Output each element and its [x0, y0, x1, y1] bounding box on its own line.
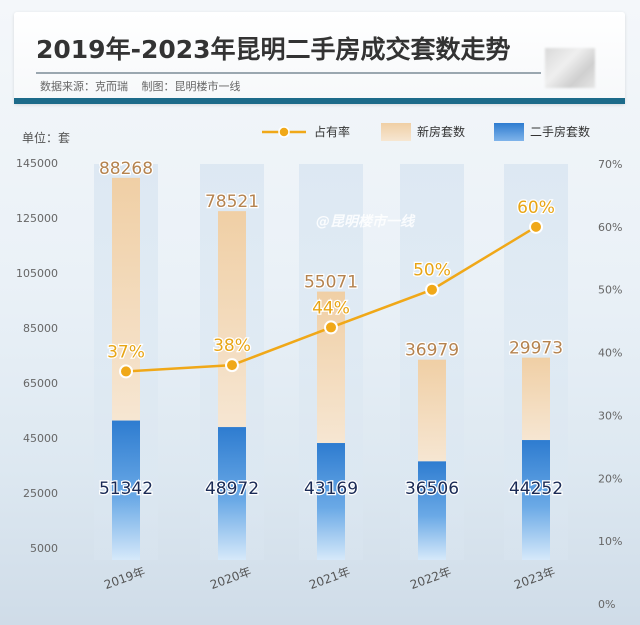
title-card: [14, 12, 625, 104]
rate-label: 50%: [413, 261, 451, 281]
bar-second-2022年: [418, 461, 446, 560]
blurred-logo: [545, 48, 595, 88]
new-value-label: 36979: [405, 341, 459, 361]
x-tick-label: 2022年: [408, 564, 453, 592]
unit-label: 单位：套: [22, 130, 70, 145]
legend-new-swatch: [381, 123, 411, 141]
y2-tick-label: 50%: [598, 284, 622, 297]
second-value-label: 51342: [99, 479, 153, 499]
legend-new-label: 新房套数: [417, 124, 465, 139]
y2-tick-label: 0%: [598, 598, 615, 611]
y2-tick-label: 20%: [598, 472, 622, 485]
new-value-label: 55071: [304, 273, 358, 293]
y-tick-label: 85000: [23, 322, 58, 335]
rate-label: 38%: [213, 336, 251, 356]
chart-title: 2019年-2023年昆明二手房成交套数走势: [36, 35, 511, 64]
x-tick-label: 2023年: [512, 564, 557, 592]
new-value-label: 29973: [509, 339, 563, 359]
bar-second-2023年: [522, 440, 550, 560]
x-tick-label: 2020年: [208, 564, 253, 592]
rate-line-group: 37% 38% 44% 50% 60%: [106, 197, 556, 379]
y2-tick-label: 60%: [598, 221, 622, 234]
rate-label: 44%: [312, 298, 350, 318]
y-tick-label: 5000: [30, 542, 58, 555]
y-tick-label: 25000: [23, 487, 58, 500]
x-tick-label: 2021年: [307, 564, 352, 592]
y-tick-label: 145000: [16, 157, 58, 170]
rate-point: [425, 282, 439, 297]
maker-text: 制图：昆明楼市一线: [141, 80, 241, 93]
x-axis: 2019年 2020年 2021年 2022年 2023年: [102, 564, 557, 592]
bar-new-2023年: [522, 357, 550, 441]
second-value-label: 43169: [304, 479, 358, 499]
second-value-label: 44252: [509, 479, 563, 499]
new-value-label: 78521: [205, 192, 259, 212]
subtitle: 数据来源：克而瑞 制图：昆明楼市一线: [40, 78, 241, 94]
legend-second-label: 二手房套数: [530, 124, 590, 139]
second-value-label: 48972: [205, 479, 259, 499]
second-value-label: 36506: [405, 479, 459, 499]
y-tick-label: 125000: [16, 212, 58, 225]
bar-new-2019年: [112, 177, 140, 421]
header-accent-bar: [14, 98, 625, 104]
y2-tick-label: 10%: [598, 535, 622, 548]
bars: [112, 177, 550, 560]
y-tick-label: 45000: [23, 432, 58, 445]
bar-second-2020年: [218, 427, 246, 560]
bar-second-2021年: [317, 443, 345, 560]
legend-second-swatch: [494, 123, 524, 141]
rate-point: [225, 358, 239, 373]
rate-point: [119, 364, 133, 379]
x-tick-label: 2019年: [102, 564, 147, 592]
legend-rate-marker: [278, 126, 290, 138]
source-text: 数据来源：克而瑞: [40, 80, 128, 93]
bar-new-2020年: [218, 211, 246, 428]
rate-point: [529, 219, 543, 234]
title-underline: [36, 72, 541, 74]
bar-new-2021年: [317, 291, 345, 444]
bar-second-2019年: [112, 420, 140, 560]
y2-tick-label: 30%: [598, 409, 622, 422]
legend-rate-label: 占有率: [314, 124, 350, 139]
y-tick-label: 65000: [23, 377, 58, 390]
bar-labels: 88268 51342 78521 48972 55071 43169 36979 36506…: [98, 158, 565, 501]
y-tick-label: 105000: [16, 267, 58, 280]
bar-new-2022年: [418, 359, 446, 462]
y2-tick-label: 70%: [598, 158, 622, 171]
y2-tick-label: 40%: [598, 347, 622, 360]
rate-point: [324, 320, 338, 335]
rate-label: 60%: [517, 198, 555, 218]
new-value-label: 88268: [99, 159, 153, 179]
watermark: @昆明楼市一线: [316, 213, 416, 230]
y-axis-left: 5000 25000 45000 65000 85000 105000 125000 1450…: [16, 157, 58, 555]
rate-label: 37%: [107, 342, 145, 362]
y-axis-right: 0% 10% 20% 30% 40% 50% 60% 70%: [598, 158, 622, 611]
legend: 占有率 新房套数 二手房套数: [262, 123, 590, 141]
